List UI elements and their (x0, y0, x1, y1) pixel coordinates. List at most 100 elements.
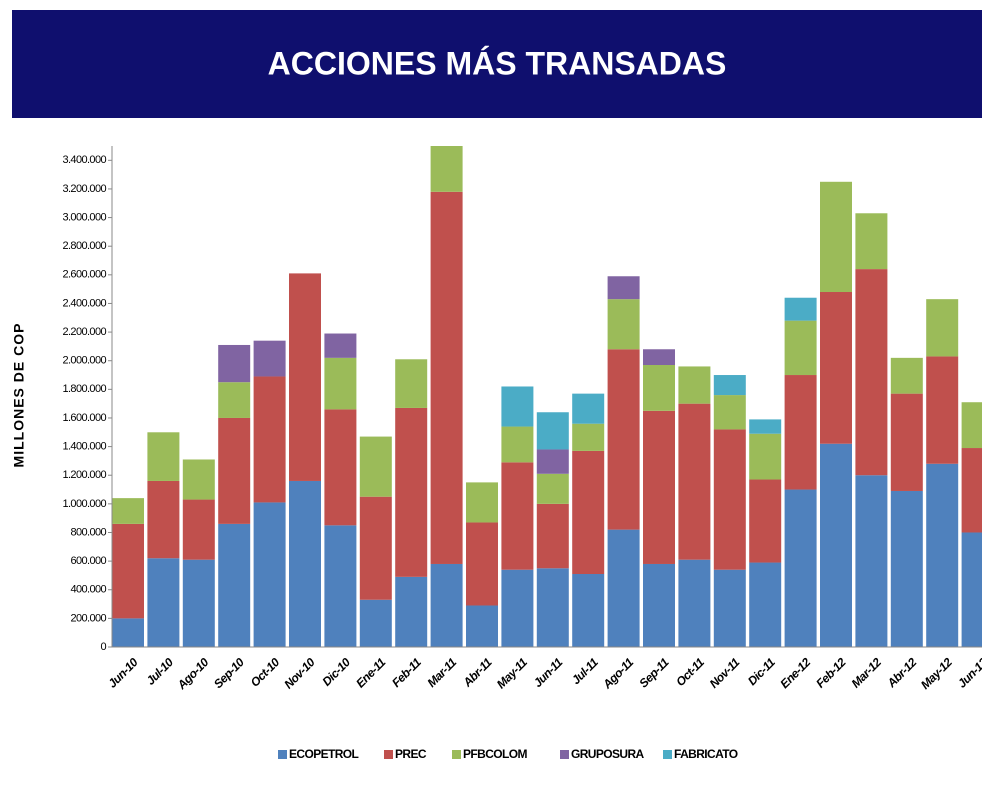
legend-swatch (384, 750, 393, 759)
bar-segment (501, 386, 534, 427)
bar-segment (466, 482, 498, 523)
y-tick-label: 2.400.000 (62, 297, 106, 309)
bar-segment (536, 503, 569, 569)
bar-segment (784, 375, 817, 490)
bar-segment (112, 523, 144, 619)
y-tick-label: 2.600.000 (62, 269, 106, 281)
bar-segment (855, 475, 888, 647)
y-tick-label: 1.600.000 (62, 412, 106, 424)
bar-segment (395, 576, 428, 647)
bar-segment (253, 502, 286, 647)
bar-segment (961, 532, 982, 647)
bar-segment (784, 320, 817, 376)
legend-swatch (278, 750, 287, 759)
y-tick-label: 3.200.000 (62, 183, 106, 195)
bar-segment (182, 559, 215, 647)
bar-segment (536, 473, 569, 504)
y-tick-label: 0 (100, 641, 106, 653)
legend-label: ECOPETROL (289, 747, 359, 761)
x-tick-label: Feb-11 (389, 655, 424, 690)
bar-segment (147, 558, 180, 647)
x-tick-label: Dic-10 (320, 655, 354, 689)
bar-segment (607, 349, 640, 530)
bar-segment (643, 410, 675, 564)
legend-label: PREC (395, 747, 427, 761)
bar-segment (501, 569, 534, 647)
bar-segment (289, 273, 321, 481)
x-tick-label: Jun-12 (955, 655, 982, 691)
bar-segment (713, 375, 746, 396)
y-tick-label: 2.000.000 (62, 355, 106, 367)
chart-title: ACCIONES MÁS TRANSADAS (268, 45, 727, 81)
bar-segment (430, 563, 463, 647)
y-tick-label: 1.800.000 (62, 383, 106, 395)
y-tick-label: 1.000.000 (62, 498, 106, 510)
bar-segment (643, 563, 675, 647)
bar-segment (324, 357, 357, 410)
bar-segment (961, 402, 982, 449)
x-tick-label: Nov-10 (281, 655, 318, 692)
bar-segment (784, 297, 817, 321)
x-tick-label: Sep-11 (636, 655, 672, 691)
bar-segment (749, 419, 782, 434)
bar-segment (749, 433, 782, 480)
bar-segment (749, 562, 782, 647)
bar-segment (182, 459, 215, 500)
bar-segment (643, 365, 675, 411)
x-tick-label: May-11 (494, 655, 531, 692)
bar-segment (572, 450, 605, 574)
bar-segment (536, 449, 569, 474)
bar-segment (890, 393, 923, 491)
bar-segment (572, 393, 605, 424)
bar-segment (395, 359, 428, 408)
legend-swatch (560, 750, 569, 759)
x-tick-label: Dic-11 (745, 655, 778, 688)
bar-segment (466, 522, 498, 606)
bar-segment (713, 429, 746, 570)
y-axis-label: MILLONES DE COP (11, 323, 27, 468)
bar-segment (147, 480, 180, 559)
bar-segment (112, 618, 144, 647)
x-tick-label: May-12 (918, 655, 955, 692)
bar-segment (536, 412, 569, 450)
bar-segment (643, 349, 675, 366)
x-tick-label: Jul-10 (143, 655, 176, 688)
bar-segment (430, 191, 463, 564)
legend-label: GRUPOSURA (571, 747, 645, 761)
legend-label: FABRICATO (674, 747, 738, 761)
bar-segment (749, 479, 782, 563)
bar-segment (253, 376, 286, 503)
bar-segment (784, 489, 817, 647)
legend-swatch (452, 750, 461, 759)
bar-segment (430, 146, 463, 192)
bar-segment (820, 181, 852, 293)
bar-segment (713, 569, 746, 647)
bar-segment (289, 480, 321, 647)
bar-segment (607, 529, 640, 647)
y-tick-label: 1.200.000 (62, 469, 106, 481)
y-tick-label: 2.800.000 (62, 240, 106, 252)
y-tick-label: 3.400.000 (62, 154, 106, 166)
bar-segment (359, 599, 392, 647)
bar-segment (820, 292, 852, 444)
bar-segment (855, 269, 888, 476)
bar-segment (890, 357, 923, 394)
plot-area (112, 146, 982, 647)
bar-segment (713, 395, 746, 430)
bar-segment (359, 496, 392, 600)
y-tick-label: 2.200.000 (62, 326, 106, 338)
bar-segment (820, 443, 852, 647)
bar-segment (890, 490, 923, 647)
x-tick-label: Oct-11 (673, 655, 707, 689)
bar-segment (572, 423, 605, 451)
x-tick-label: Abr-12 (884, 655, 920, 691)
legend-label: PFBCOLOM (463, 747, 527, 761)
x-tick-label: Ene-12 (777, 655, 813, 691)
bar-segment (395, 407, 428, 577)
bar-segment (961, 448, 982, 533)
x-tick-label: Ene-11 (353, 655, 389, 691)
x-tick-label: Mar-12 (849, 655, 885, 691)
y-tick-label: 3.000.000 (62, 211, 106, 223)
y-tick-label: 800.000 (70, 526, 106, 538)
